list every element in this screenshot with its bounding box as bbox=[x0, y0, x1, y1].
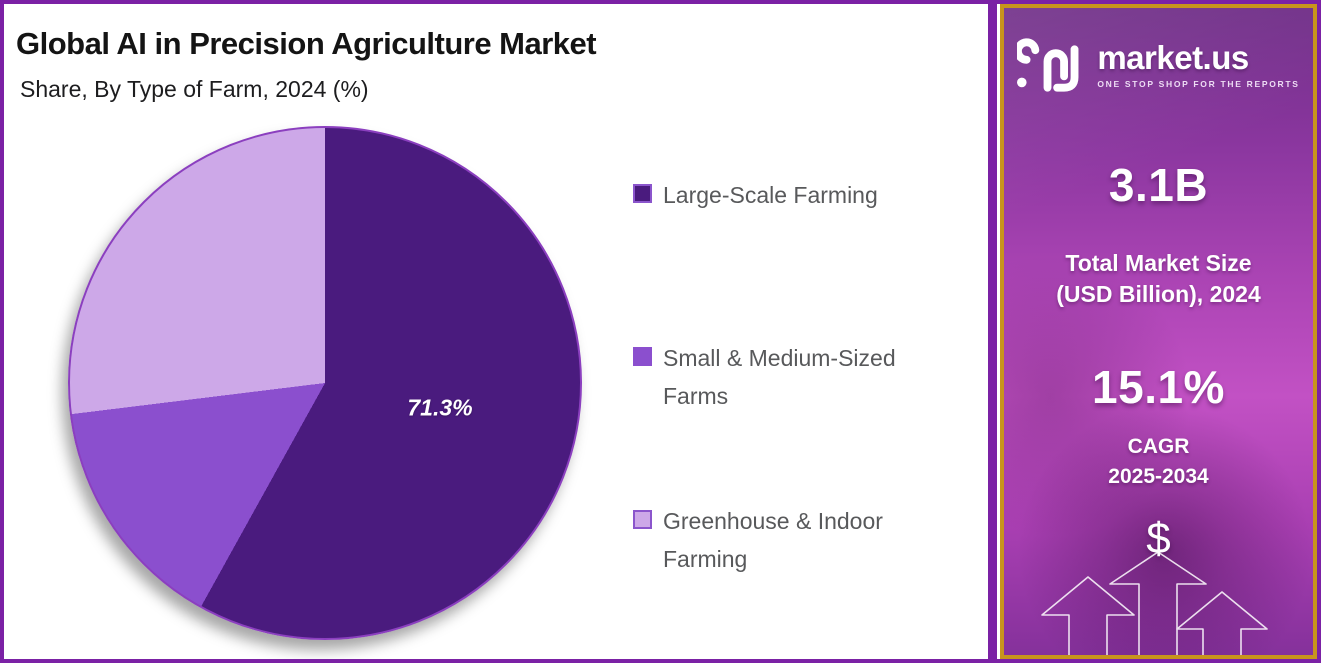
chart-legend: Large-Scale Farming Small & Medium-Sized… bbox=[633, 4, 963, 659]
legend-label: Large-Scale Farming bbox=[663, 182, 878, 208]
legend-label: Small & Medium-Sized Farms bbox=[663, 345, 896, 409]
market-size-label-line2: (USD Billion), 2024 bbox=[1056, 281, 1261, 307]
legend-item: Small & Medium-Sized Farms bbox=[633, 339, 963, 415]
chart-subtitle: Share, By Type of Farm, 2024 (%) bbox=[20, 76, 369, 102]
cagr-label: CAGR 2025-2034 bbox=[1004, 432, 1313, 492]
market-size-value: 3.1B bbox=[1108, 159, 1209, 211]
cagr-value: 15.1% bbox=[1092, 361, 1225, 413]
brand-tagline: ONE STOP SHOP FOR THE REPORTS bbox=[1097, 79, 1300, 89]
dollar-icon: $ bbox=[1146, 514, 1171, 563]
growth-arrows-icon bbox=[1041, 551, 1268, 655]
legend-item: Large-Scale Farming bbox=[633, 176, 963, 214]
cagr-label-line1: CAGR bbox=[1127, 435, 1190, 458]
chart-title: Global AI in Precision Agriculture Marke… bbox=[16, 26, 597, 61]
legend-swatch bbox=[633, 347, 652, 366]
brand-sidebar: market.us ONE STOP SHOP FOR THE REPORTS … bbox=[1000, 4, 1317, 659]
brand-logo-text: market.us ONE STOP SHOP FOR THE REPORTS bbox=[1097, 39, 1300, 90]
market-size-label-line1: Total Market Size bbox=[1065, 250, 1252, 276]
legend-swatch bbox=[633, 510, 652, 529]
pie-chart bbox=[68, 126, 582, 640]
panel-divider bbox=[988, 4, 997, 659]
market-size-label: Total Market Size (USD Billion), 2024 bbox=[1004, 248, 1313, 310]
legend-swatch bbox=[633, 184, 652, 203]
brand-name: market.us bbox=[1097, 39, 1249, 76]
chart-panel: Global AI in Precision Agriculture Marke… bbox=[4, 4, 988, 659]
legend-label: Greenhouse & Indoor Farming bbox=[663, 508, 883, 572]
cagr-label-line2: 2025-2034 bbox=[1108, 465, 1209, 488]
panel-divider-gap bbox=[997, 4, 1000, 659]
pie-data-label: 71.3% bbox=[407, 394, 473, 421]
legend-item: Greenhouse & Indoor Farming bbox=[633, 502, 963, 578]
brand-logo-icon bbox=[1017, 38, 1079, 92]
brand-logo: market.us ONE STOP SHOP FOR THE REPORTS bbox=[1004, 36, 1313, 94]
